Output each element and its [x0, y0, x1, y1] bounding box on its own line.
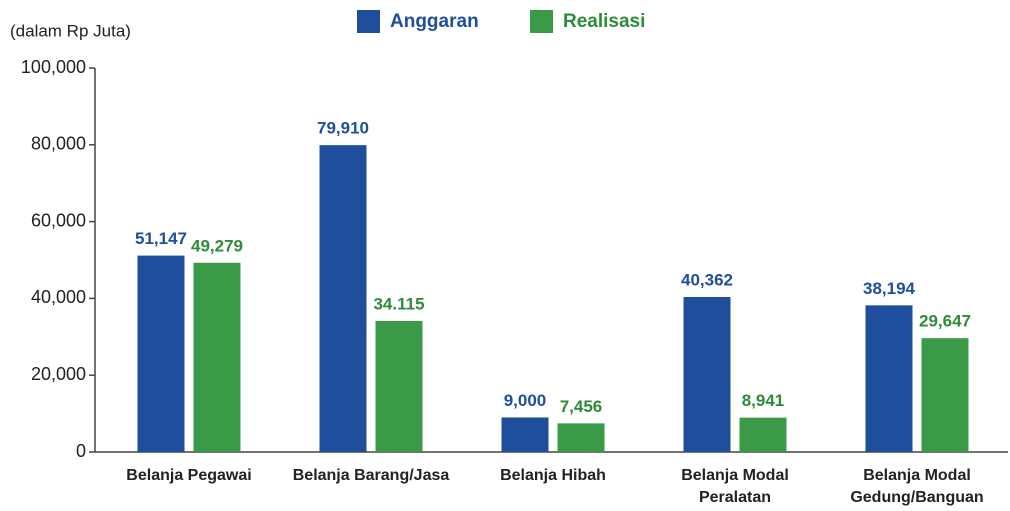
- legend-swatch: [530, 10, 553, 33]
- x-tick-label: Belanja Modal Peralatan: [681, 467, 789, 506]
- bar: [739, 417, 787, 452]
- legend-label: Realisasi: [563, 11, 645, 32]
- y-tick-label: 80,000: [31, 134, 86, 154]
- value-label: 9,000: [504, 391, 547, 410]
- value-label: 51,147: [135, 229, 187, 248]
- bar: [193, 262, 241, 452]
- legend-label: Anggaran: [390, 11, 479, 32]
- x-tick-label: Belanja Pegawai: [126, 467, 252, 484]
- y-tick-label: 20,000: [31, 364, 86, 384]
- bar: [921, 338, 969, 452]
- bar: [375, 320, 423, 452]
- bar: [557, 423, 605, 452]
- value-label: 49,279: [191, 236, 243, 255]
- y-tick-label: 60,000: [31, 210, 86, 230]
- bar: [865, 305, 913, 452]
- value-label: 34.115: [373, 294, 424, 313]
- bar: [319, 145, 367, 452]
- value-label: 8,941: [742, 391, 785, 410]
- bar: [501, 417, 549, 452]
- unit-label: (dalam Rp Juta): [10, 21, 131, 40]
- value-label: 40,362: [681, 270, 733, 289]
- legend-swatch: [357, 10, 380, 33]
- value-label: 38,194: [863, 279, 916, 298]
- value-label: 29,647: [919, 312, 971, 331]
- x-tick-label: Belanja Hibah: [500, 467, 606, 484]
- y-tick-label: 40,000: [31, 287, 86, 307]
- x-tick-label: Belanja Modal Gedung/Banguan: [850, 467, 984, 506]
- bar: [683, 297, 731, 452]
- value-label: 7,456: [560, 397, 603, 416]
- y-tick-label: 100,000: [21, 57, 86, 77]
- y-tick-label: 0: [76, 441, 86, 461]
- bar: [137, 255, 185, 452]
- x-tick-label: Belanja Barang/Jasa: [292, 467, 450, 484]
- value-label: 79,910: [317, 119, 369, 138]
